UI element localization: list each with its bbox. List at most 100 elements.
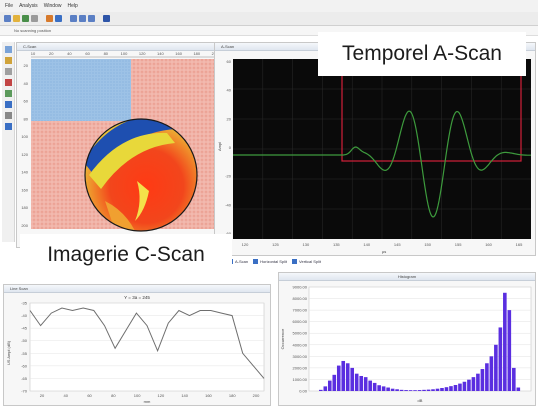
linescan-plot-area [29, 302, 265, 392]
linescan-chart[interactable]: Y = 3a = 245 -35 -40 -45 -50 -55 -60 -65 -70 20… [4, 293, 270, 405]
cscan-y-tick: 160 [21, 187, 28, 192]
cscan-x-tick: 10 [31, 51, 36, 56]
zoom-tool-icon[interactable] [4, 57, 12, 64]
cscan-panel: C-Scan 10 20 40 60 80 100 120 140 [16, 42, 224, 248]
histogram-bar [467, 379, 471, 391]
cscan-x-tick: 20 [49, 51, 54, 56]
histogram-y-tick: 2000.00 [293, 365, 308, 370]
tab-horizontal-icon [253, 258, 259, 264]
cscan-view[interactable]: 10 20 40 60 80 100 120 140 160 180 200 20 40 60 80 100… [17, 51, 223, 247]
measure-icon[interactable] [4, 90, 12, 97]
histogram-bar [471, 377, 476, 391]
histogram-bar [512, 367, 516, 391]
histogram-y-tick: 3000.00 [293, 354, 308, 359]
cscan-y-tick: 20 [24, 63, 29, 68]
grid-icon[interactable] [55, 15, 62, 22]
ascan-x-tick: 155 [455, 242, 462, 247]
ascan-x-tick: 120 [242, 242, 249, 247]
undo-icon[interactable] [31, 15, 38, 22]
linescan-title: Line Scan [4, 285, 270, 293]
histogram-y-tick: 6000.00 [293, 319, 308, 324]
histogram-bar [381, 386, 386, 391]
ascan-x-tick: 150 [424, 242, 431, 247]
histogram-bar [458, 383, 462, 391]
menu-help[interactable]: Help [67, 3, 78, 9]
cscan-y-tick: 140 [21, 170, 28, 175]
tab-vertical-split[interactable]: Vertical Split [292, 258, 321, 264]
filter-icon[interactable] [79, 15, 86, 22]
histogram-y-tick: 5000.00 [293, 331, 308, 336]
cscan-x-ticks: 1020406080100120140160180200 [31, 51, 219, 56]
linescan-y-tick: -60 [21, 363, 28, 368]
new-icon[interactable] [4, 15, 11, 22]
profile-icon[interactable] [4, 101, 12, 108]
linescan-ylabel: US Ampl (dB) [6, 340, 11, 365]
zoom-icon[interactable] [46, 15, 53, 22]
imagerie-cscan-label: Imagerie C-Scan [20, 234, 232, 276]
status-subbar: No scanning position [0, 26, 538, 36]
ruler-icon[interactable] [4, 112, 12, 119]
ascan-y-tick: -20 [225, 174, 232, 179]
cscan-x-tick: 140 [157, 51, 164, 56]
histogram-bar [422, 389, 426, 391]
tab-ascan-label: A-Scan [235, 258, 249, 264]
linescan-xlabel: mm [144, 399, 151, 404]
ascan-y-tick: 20 [227, 116, 232, 121]
ascan-y-ticks: 60 40 20 0 -20 -40 -60 [225, 59, 232, 236]
ascan-x-tick: 125 [272, 242, 279, 247]
gate-icon[interactable] [4, 79, 12, 86]
histogram-ylabel: Occurrence [280, 328, 285, 349]
histogram-bar [453, 384, 458, 391]
histogram-bar [363, 377, 368, 391]
menu-file[interactable]: File [5, 3, 14, 9]
histogram-bar [386, 387, 390, 391]
cscan-x-tick: 80 [104, 51, 109, 56]
save-icon[interactable] [22, 15, 29, 22]
tab-horizontal-label: Horizontal Split [260, 258, 288, 264]
ascan-plot[interactable]: 60 40 20 0 -20 -40 -60 120 125 130 135 140 145 150 15… [215, 51, 535, 255]
open-icon[interactable] [13, 15, 20, 22]
scan-position-text: No scanning position [14, 28, 52, 33]
pan-icon[interactable] [4, 68, 12, 75]
cscan-y-tick: 180 [21, 205, 28, 210]
linescan-x-tick: 120 [158, 393, 165, 398]
cscan-x-tick: 120 [139, 51, 146, 56]
histogram-bar [341, 360, 346, 391]
histogram-y-tick: 7000.00 [293, 308, 308, 313]
histogram-y-tick: 9000.00 [293, 285, 308, 290]
linescan-x-ticks: 20 40 60 80 100 120 140 160 180 200 [40, 393, 260, 398]
histogram-chart[interactable]: 9000.00 8000.00 7000.00 6000.00 5000.00 4000.… [279, 281, 535, 405]
histogram-y-tick: 4000.00 [293, 342, 308, 347]
histogram-bar [503, 292, 507, 391]
linescan-y-ticks: -35 -40 -45 -50 -55 -60 -65 -70 [21, 301, 28, 394]
linescan-subtitle: Y = 3a = 245 [124, 295, 150, 300]
histogram-bar [426, 389, 431, 391]
pointer-icon[interactable] [4, 46, 12, 53]
ascan-x-tick: 140 [363, 242, 370, 247]
scope-grid [233, 59, 531, 239]
toolbar [0, 12, 538, 26]
histogram-title: Histogram [279, 273, 535, 281]
ascan-y-tick: -60 [225, 231, 232, 236]
histogram-bars [319, 292, 521, 391]
tab-vertical-icon [292, 258, 298, 264]
menu-window[interactable]: Window [43, 3, 62, 9]
histogram-bar [413, 390, 417, 391]
linescan-x-tick: 100 [134, 393, 141, 398]
histogram-y-tick: 1000.00 [293, 377, 308, 382]
view-tabs: A-Scan Horizontal Split Vertical Split [228, 256, 528, 266]
tool-strip [2, 42, 15, 242]
text-tool-icon[interactable] [4, 123, 12, 130]
cscan-y-tick: 60 [24, 99, 29, 104]
linescan-y-tick: -70 [21, 389, 28, 394]
chart-icon[interactable] [70, 15, 77, 22]
window-icon[interactable] [88, 15, 95, 22]
cscan-x-tick: 100 [121, 51, 128, 56]
histogram-bar [494, 344, 498, 391]
linescan-y-tick: -65 [21, 376, 28, 381]
help-icon[interactable] [103, 15, 110, 22]
ascan-x-tick: 165 [516, 242, 523, 247]
tab-horizontal-split[interactable]: Horizontal Split [253, 258, 288, 264]
menu-analysis[interactable]: Analysis [19, 3, 38, 9]
